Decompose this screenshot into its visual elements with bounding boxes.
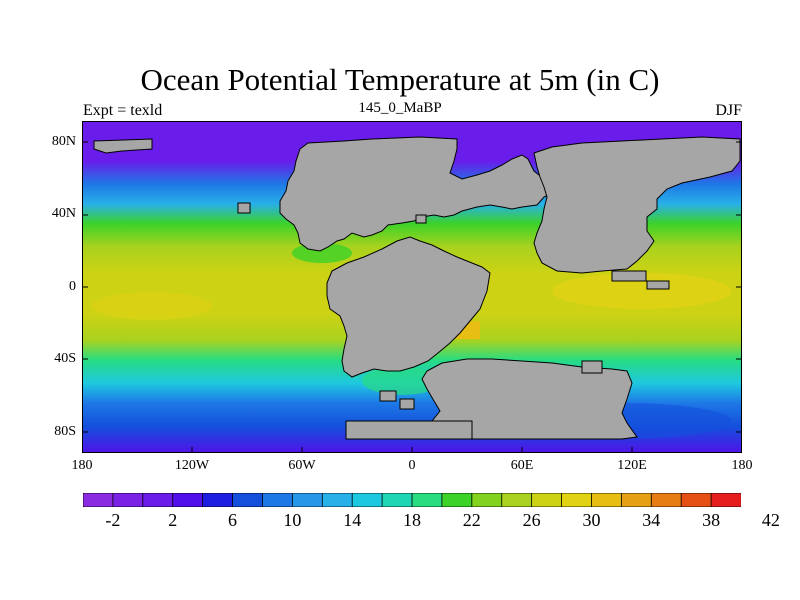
antarctica-australia-land [421, 358, 638, 440]
warm-pool [552, 273, 732, 309]
lon-label-60w: 60W [288, 458, 316, 473]
colorbar-tick-label: 6 [228, 510, 237, 530]
lon-label-120e: 120E [617, 458, 647, 473]
small-island-land [237, 202, 251, 214]
laurasia-west-land [279, 136, 553, 252]
colorbar-tick-label: 26 [522, 510, 541, 530]
colorbar-swatch [710, 493, 741, 507]
lat-label-40n: 40N [51, 206, 76, 221]
colorbar-swatch [650, 493, 682, 507]
colorbar-swatch [172, 493, 204, 507]
small-island-land [611, 270, 647, 282]
colorbar-tick-label: -2 [105, 510, 121, 530]
lat-label-80s: 80S [54, 424, 76, 439]
small-island-land [581, 360, 603, 374]
lat-label-40s: 40S [54, 351, 76, 366]
map-title: Ocean Potential Temperature at 5m (in C) [140, 62, 660, 97]
temperature-map [82, 121, 742, 453]
asia-land [533, 136, 741, 274]
colorbar-swatch [531, 493, 563, 507]
colorbar-swatch [561, 493, 593, 507]
colorbar-tick-label: 2 [168, 510, 178, 530]
lat-label-80n: 80N [51, 134, 76, 149]
small-island-land [399, 398, 415, 410]
experiment-label: Expt = texld [83, 102, 163, 119]
small-island-land [379, 390, 397, 402]
colorbar [83, 493, 741, 507]
colorbar-tick-label: 34 [642, 510, 661, 530]
colorbar-swatch [142, 493, 174, 507]
axis-ticks [82, 141, 742, 453]
south-america-africa-land [326, 236, 491, 378]
southern-cool-patch [362, 367, 442, 395]
colorbar-swatch [501, 493, 533, 507]
colorbar-swatch [471, 493, 503, 507]
colorbar-tick-label: 14 [343, 510, 362, 530]
colorbar-swatch [411, 493, 443, 507]
colorbar-tick-label: 18 [403, 510, 421, 530]
arctic-island-land [93, 138, 153, 154]
antarctic-margin-land [345, 420, 473, 440]
season-label: DJF [715, 102, 742, 119]
colorbar-swatch [262, 493, 294, 507]
colorbar-swatch [351, 493, 383, 507]
colorbar-swatch [620, 493, 652, 507]
colorbar-swatch [232, 493, 264, 507]
lon-label-180w: 180 [71, 458, 93, 473]
lon-label-180e: 180 [731, 458, 753, 473]
small-island-land [646, 280, 670, 290]
colorbar-tick-label: 10 [283, 510, 302, 530]
colorbar-swatch [202, 493, 234, 507]
colorbar-swatch [83, 493, 114, 507]
colorbar-swatch [680, 493, 712, 507]
lon-label-120w: 120W [174, 458, 210, 473]
period-label: 145_0_MaBP [358, 100, 442, 116]
colorbar-tick-label: 38 [702, 510, 721, 530]
lon-label-0: 0 [408, 458, 416, 473]
colorbar-swatch [591, 493, 623, 507]
small-island-land [415, 214, 427, 224]
colorbar-swatch [381, 493, 413, 507]
land-masses [93, 136, 741, 440]
colorbar-tick-label: 42 [761, 510, 780, 530]
colorbar-tick-label: 30 [582, 510, 601, 530]
colorbar-swatch [321, 493, 353, 507]
colorbar-swatch [441, 493, 473, 507]
warm-patch [92, 292, 212, 320]
lat-label-0: 0 [69, 279, 76, 294]
colorbar-tick-label: 22 [462, 510, 481, 530]
lon-label-60e: 60E [510, 458, 534, 473]
colorbar-swatch [291, 493, 323, 507]
colorbar-swatch [112, 493, 144, 507]
